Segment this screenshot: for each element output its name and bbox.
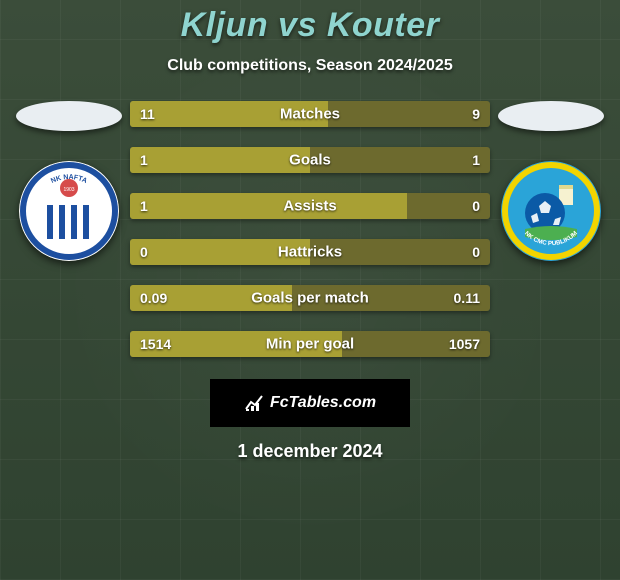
stat-value-left: 0.09 bbox=[140, 290, 167, 306]
stat-value-right: 0 bbox=[472, 198, 480, 214]
crest-left-svg: 1903 NK NAFTA bbox=[19, 161, 119, 261]
stat-label: Min per goal bbox=[266, 336, 354, 353]
stat-value-right: 1 bbox=[472, 152, 480, 168]
stat-value-right: 9 bbox=[472, 106, 480, 122]
bar-left-fill bbox=[130, 147, 310, 173]
club-crest-left: 1903 NK NAFTA bbox=[19, 161, 119, 261]
stat-value-left: 1 bbox=[140, 198, 148, 214]
player-halo-left bbox=[16, 101, 122, 131]
stat-label: Goals per match bbox=[251, 290, 369, 307]
stat-label: Assists bbox=[283, 198, 336, 215]
crest-right-svg: NK CMC PUBLIKUM bbox=[501, 161, 601, 261]
stat-rows: 11Matches91Goals11Assists00Hattricks00.0… bbox=[130, 101, 490, 357]
stat-value-left: 1514 bbox=[140, 336, 171, 352]
title-player-left: Kljun bbox=[181, 6, 268, 44]
title-vs: vs bbox=[278, 6, 317, 44]
stat-value-left: 11 bbox=[140, 106, 155, 122]
stat-value-right: 0 bbox=[472, 244, 480, 260]
club-crest-right: NK CMC PUBLIKUM bbox=[501, 161, 601, 261]
bar-left-fill bbox=[130, 193, 407, 219]
date-text: 1 december 2024 bbox=[0, 441, 620, 462]
brand-badge: FcTables.com bbox=[210, 379, 410, 427]
stat-value-right: 1057 bbox=[449, 336, 480, 352]
player-halo-right bbox=[498, 101, 604, 131]
stat-row: 1514 Min per goal 1057 bbox=[130, 331, 490, 357]
brand-text: FcTables.com bbox=[270, 394, 376, 412]
left-player-column: 1903 NK NAFTA bbox=[14, 101, 124, 261]
stat-value-left: 1 bbox=[140, 152, 148, 168]
svg-text:1903: 1903 bbox=[63, 187, 74, 193]
stat-row: 1 Assists 0 bbox=[130, 193, 490, 219]
stat-row: 11 Matches 9 bbox=[130, 101, 490, 127]
stat-row: 0.09 Goals per match 0.11 bbox=[130, 285, 490, 311]
stat-label: Goals bbox=[289, 152, 331, 169]
right-player-column: NK CMC PUBLIKUM bbox=[496, 101, 606, 261]
title-player-right: Kouter bbox=[327, 6, 440, 44]
stat-label: Matches bbox=[280, 106, 340, 123]
comparison-canvas: Kljun vs Kouter Club competitions, Seaso… bbox=[0, 0, 620, 580]
page-title: Kljun vs Kouter bbox=[0, 0, 620, 45]
subtitle: Club competitions, Season 2024/2025 bbox=[0, 57, 620, 75]
stat-value-right: 0.11 bbox=[454, 290, 480, 306]
stat-label: Hattricks bbox=[278, 244, 342, 261]
chart-icon bbox=[244, 393, 264, 413]
stat-value-left: 0 bbox=[140, 244, 148, 260]
stat-row: 0 Hattricks 0 bbox=[130, 239, 490, 265]
comparison-block: 1903 NK NAFTA bbox=[10, 101, 610, 357]
stat-row: 1 Goals 1 bbox=[130, 147, 490, 173]
